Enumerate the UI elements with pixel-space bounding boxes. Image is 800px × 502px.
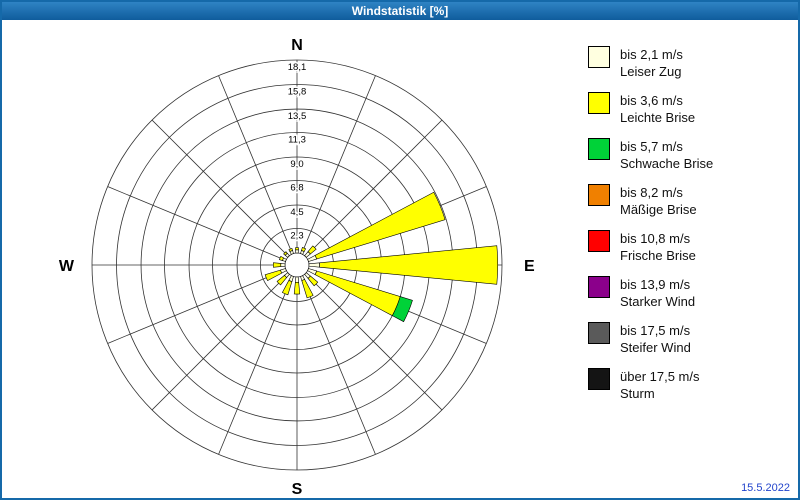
grid-spoke <box>301 75 376 255</box>
legend-item: bis 13,9 m/s Starker Wind <box>588 276 713 312</box>
legend-swatch <box>588 322 610 344</box>
legend-label: über 17,5 m/s Sturm <box>620 369 700 401</box>
wind-bar-segment <box>281 279 293 296</box>
grid-spoke <box>151 119 289 257</box>
ring-label: 2,3 <box>290 230 303 241</box>
legend-swatch <box>588 230 610 252</box>
ring-label: 18,1 <box>288 62 307 73</box>
wind-bar-segment <box>276 274 288 286</box>
ring-label: 9,0 <box>290 159 303 170</box>
legend-swatch <box>588 46 610 68</box>
wind-bar-segment <box>293 281 301 295</box>
legend-label: bis 2,1 m/s Leiser Zug <box>620 47 683 79</box>
wind-bar-segment <box>264 269 283 282</box>
wind-bar-segment <box>301 278 314 299</box>
legend-swatch <box>588 276 610 298</box>
grid-spoke <box>151 273 289 411</box>
legend-label: bis 5,7 m/s Schwache Brise <box>620 139 714 171</box>
grid-spoke <box>305 273 443 411</box>
ring-label: 15,8 <box>288 87 307 98</box>
legend-item: bis 10,8 m/s Frische Brise <box>588 230 713 266</box>
legend-swatch <box>588 184 610 206</box>
compass-north: N <box>291 37 303 54</box>
legend-item: bis 8,2 m/s Mäßige Brise <box>588 184 713 220</box>
wind-bar-segment <box>295 249 299 254</box>
legend-swatch <box>588 138 610 160</box>
grid-spoke <box>218 75 293 255</box>
legend-item: bis 17,5 m/s Steifer Wind <box>588 322 713 358</box>
grid-spoke <box>107 186 287 261</box>
legend-item: bis 2,1 m/s Leiser Zug <box>588 46 713 82</box>
window-title: Windstatistik [%] <box>351 4 449 18</box>
legend-swatch <box>588 368 610 390</box>
legend-swatch <box>588 92 610 114</box>
legend-item: über 17,5 m/s Sturm <box>588 368 713 404</box>
grid-spoke <box>218 275 293 455</box>
grid-spoke <box>107 269 287 344</box>
windrose-chart: 2,3 4,5 6,8 9,0 11,3 13,5 15,8 18,1 N S W E <box>59 37 535 498</box>
ring-label: 13,5 <box>288 111 307 122</box>
wind-bar-segment <box>288 248 293 252</box>
grid-spoke <box>305 119 443 257</box>
wind-bar-segment <box>314 270 401 317</box>
legend-label: bis 3,6 m/s Leichte Brise <box>620 93 696 125</box>
wind-bar-segment <box>314 191 446 260</box>
wind-bar-segment <box>308 262 320 268</box>
wind-bar-segment <box>283 251 288 256</box>
ring-label: 11,3 <box>288 135 306 146</box>
legend-label: bis 10,8 m/s Frische Brise <box>620 231 696 263</box>
wind-bar-segment <box>307 245 317 255</box>
date-label: 15.5.2022 <box>741 482 790 494</box>
wind-bar-segment <box>279 255 284 261</box>
legend-label: bis 8,2 m/s Mäßige Brise <box>620 185 697 217</box>
wind-bar-segment <box>307 275 319 287</box>
wind-bar-segment <box>319 245 499 285</box>
legend: bis 2,1 m/s Leiser Zug bis 3,6 m/s Leichte … <box>588 46 713 414</box>
ring-label: 6,8 <box>290 182 303 193</box>
wind-bar-segment <box>301 247 307 252</box>
compass-west: W <box>59 258 75 275</box>
wind-bar-segment <box>280 263 286 267</box>
window-titlebar: Windstatistik [%] <box>2 2 798 20</box>
wind-bar-segment <box>272 262 282 268</box>
ring-label: 4,5 <box>290 207 303 218</box>
legend-label: bis 13,9 m/s Starker Wind <box>620 277 696 309</box>
wind-bar-segment <box>295 247 299 251</box>
legend-label: bis 17,5 m/s Steifer Wind <box>620 323 691 355</box>
compass-east: E <box>524 258 535 275</box>
wind-bar-segment <box>295 276 299 283</box>
wind-bar-segment <box>391 296 413 323</box>
legend-item: bis 5,7 m/s Schwache Brise <box>588 138 713 174</box>
legend-item: bis 3,6 m/s Leichte Brise <box>588 92 713 128</box>
grid-spoke <box>301 275 376 455</box>
compass-south: S <box>292 481 303 498</box>
